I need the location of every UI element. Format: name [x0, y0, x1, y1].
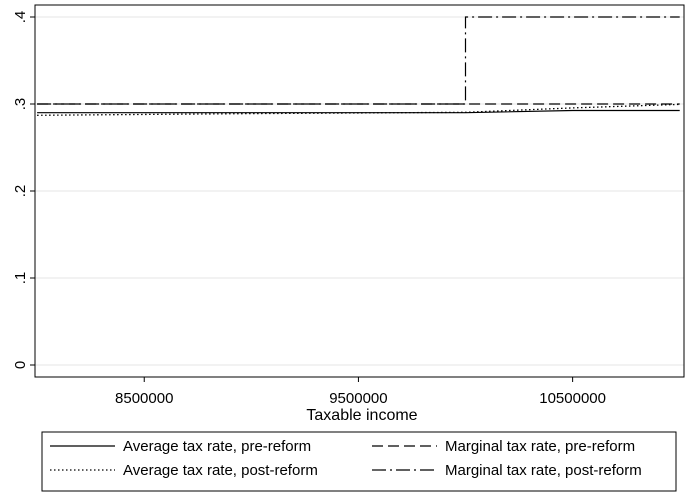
legend-label-4: Marginal tax rate, post-reform [445, 462, 642, 479]
x-tick-label: 8500000 [115, 390, 173, 407]
y-axis: 0 .1 .2 .3 .4 [12, 11, 35, 369]
y-tick-label: .2 [12, 185, 29, 198]
x-tick-label: 10500000 [539, 390, 606, 407]
legend: Average tax rate, pre-reform Marginal tax… [41, 431, 677, 492]
x-axis: 8500000 9500000 10500000 [115, 377, 606, 407]
x-tick-label: 9500000 [329, 390, 387, 407]
y-tick-label: .4 [12, 11, 29, 24]
legend-label-2: Marginal tax rate, pre-reform [445, 438, 635, 455]
x-axis-title: Taxable income [306, 407, 417, 424]
y-tick-label: 0 [12, 361, 29, 369]
legend-label-1: Average tax rate, pre-reform [123, 438, 311, 455]
y-tick-label: .3 [12, 98, 29, 111]
legend-label-3: Average tax rate, post-reform [123, 462, 318, 479]
series-lines [37, 16, 680, 116]
y-tick-label: .1 [12, 272, 29, 285]
series-line-3 [37, 103, 680, 116]
legend-box [41, 431, 677, 492]
